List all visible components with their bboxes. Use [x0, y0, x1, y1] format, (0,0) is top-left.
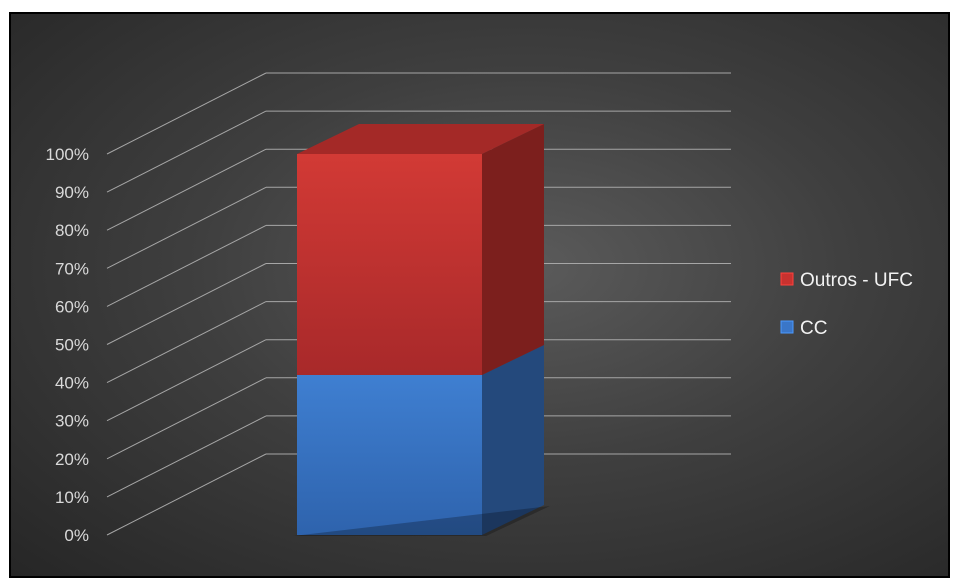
- y-tick-label: 30%: [55, 412, 89, 431]
- bar-front-face: [297, 154, 482, 375]
- y-tick-label: 70%: [55, 259, 89, 278]
- bar-front-face: [297, 374, 482, 535]
- legend-item: Outros - UFC: [780, 270, 913, 291]
- bar-stack: [293, 124, 550, 536]
- bar-top-face: [297, 124, 544, 154]
- legend-item: CC: [780, 318, 827, 339]
- y-tick-label: 50%: [55, 336, 89, 355]
- y-tick-label: 100%: [46, 145, 89, 164]
- bar-side-face: [482, 124, 544, 375]
- bar-segment: [297, 124, 544, 375]
- bar-shadow: [293, 506, 550, 536]
- legend-swatch: [780, 320, 794, 334]
- y-tick-label: 40%: [55, 374, 89, 393]
- bar-segment: [297, 344, 544, 535]
- y-tick-label: 90%: [55, 183, 89, 202]
- bar-side-face: [482, 344, 544, 535]
- y-tick-label: 10%: [55, 488, 89, 507]
- gridline: [106, 110, 731, 193]
- y-axis-ticks: 0% 10% 20% 30% 40% 50% 60% 70% 80% 90% 100%: [46, 145, 89, 545]
- legend-label: CC: [800, 318, 827, 339]
- legend-swatch: [780, 272, 794, 286]
- legend-label: Outros - UFC: [800, 270, 913, 291]
- gridline: [106, 72, 731, 155]
- y-tick-label: 60%: [55, 297, 89, 316]
- y-tick-label: 0%: [64, 526, 89, 545]
- y-tick-label: 80%: [55, 221, 89, 240]
- stacked-3d-bar-chart: 0% 10% 20% 30% 40% 50% 60% 70% 80% 90% 100% Outros…: [46, 72, 913, 545]
- chart-frame: 0% 10% 20% 30% 40% 50% 60% 70% 80% 90% 100% Outros…: [9, 12, 950, 578]
- legend: Outros - UFC CC: [780, 270, 913, 339]
- y-tick-label: 20%: [55, 450, 89, 469]
